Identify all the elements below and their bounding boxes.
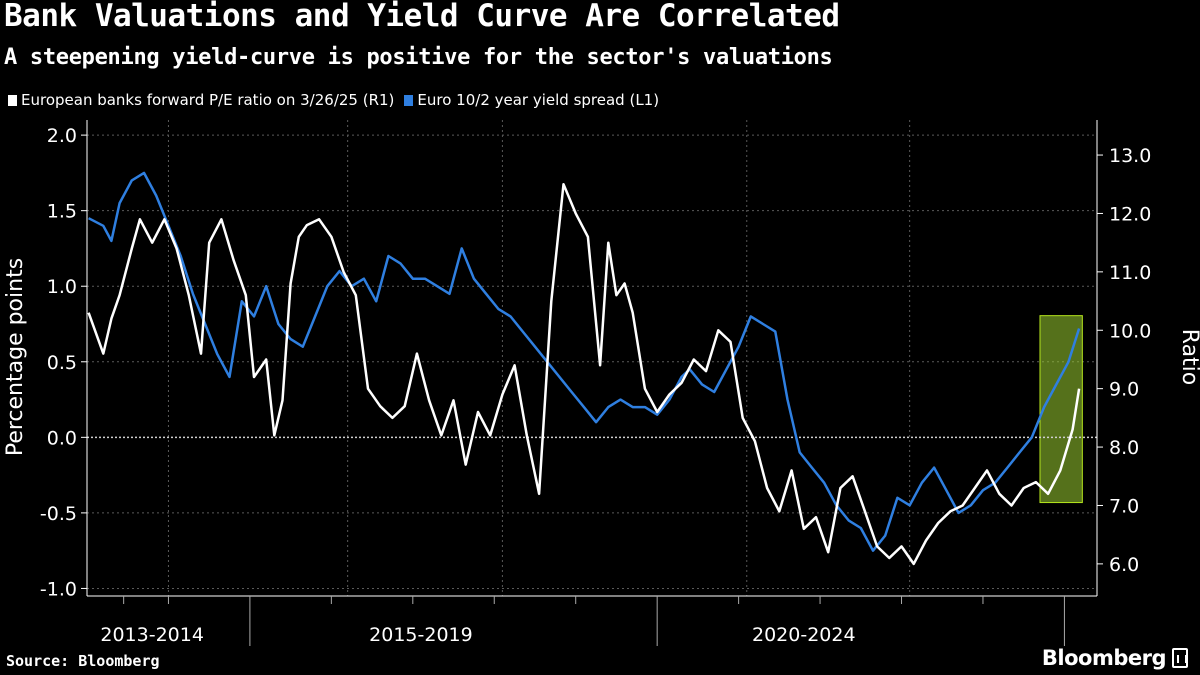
chart-title: Bank Valuations and Yield Curve Are Corr… [4,0,840,34]
grid-lines [87,120,1097,596]
legend-label-pe-ratio: European banks forward P/E ratio on 3/26… [21,91,395,109]
left-tick-label: -0.5 [40,503,77,525]
left-axis-ticks: -1.0 -0.5 0.0 0.5 1.0 1.5 2.0 [40,125,87,600]
legend-item-yield-spread[interactable]: Euro 10/2 year yield spread (L1) [404,91,659,109]
bloomberg-logo: Bloomberg [1042,646,1188,670]
series-layer [87,171,1081,566]
x-period-label: 2013-2014 [100,624,204,646]
left-tick-label: 0.5 [47,352,77,374]
terminal-icon [1172,648,1188,668]
axes [86,120,1098,646]
left-tick-label: -1.0 [40,578,77,600]
left-tick-label: 0.0 [47,427,77,449]
right-tick-label: 10.0 [1109,320,1151,342]
series-line-pe-ratio [87,182,1081,566]
right-tick-label: 9.0 [1109,379,1139,401]
chart-subtitle: A steepening yield-curve is positive for… [4,45,833,70]
left-tick-label: 1.0 [47,276,77,298]
right-tick-label: 12.0 [1109,203,1151,225]
x-axis-period-labels: 2013-2014 2015-2019 2020-2024 [100,624,855,646]
x-period-label: 2020-2024 [752,624,856,646]
right-tick-label: 8.0 [1109,437,1139,459]
right-tick-label: 13.0 [1109,145,1151,167]
right-tick-label: 11.0 [1109,262,1151,284]
legend-item-pe-ratio[interactable]: European banks forward P/E ratio on 3/26… [8,91,394,109]
series-line-yield-spread [88,171,1081,552]
x-period-label: 2015-2019 [369,624,473,646]
right-axis-ticks: 6.0 7.0 8.0 9.0 10.0 11.0 12.0 13.0 [1097,145,1151,576]
brand-name: Bloomberg [1041,646,1167,670]
right-tick-label: 6.0 [1109,554,1139,576]
left-tick-label: 2.0 [47,125,77,147]
legend-label-yield-spread: Euro 10/2 year yield spread (L1) [417,91,660,109]
legend-swatch-yield-spread [404,94,414,106]
left-tick-label: 1.5 [47,201,77,223]
right-tick-label: 7.0 [1109,495,1139,517]
right-axis-label: Ratio [1177,329,1200,385]
source-note: Source: Bloomberg [6,652,160,670]
legend: European banks forward P/E ratio on 3/26… [8,91,659,109]
legend-swatch-pe-ratio [8,94,17,106]
left-axis-label: Percentage points [3,258,28,456]
